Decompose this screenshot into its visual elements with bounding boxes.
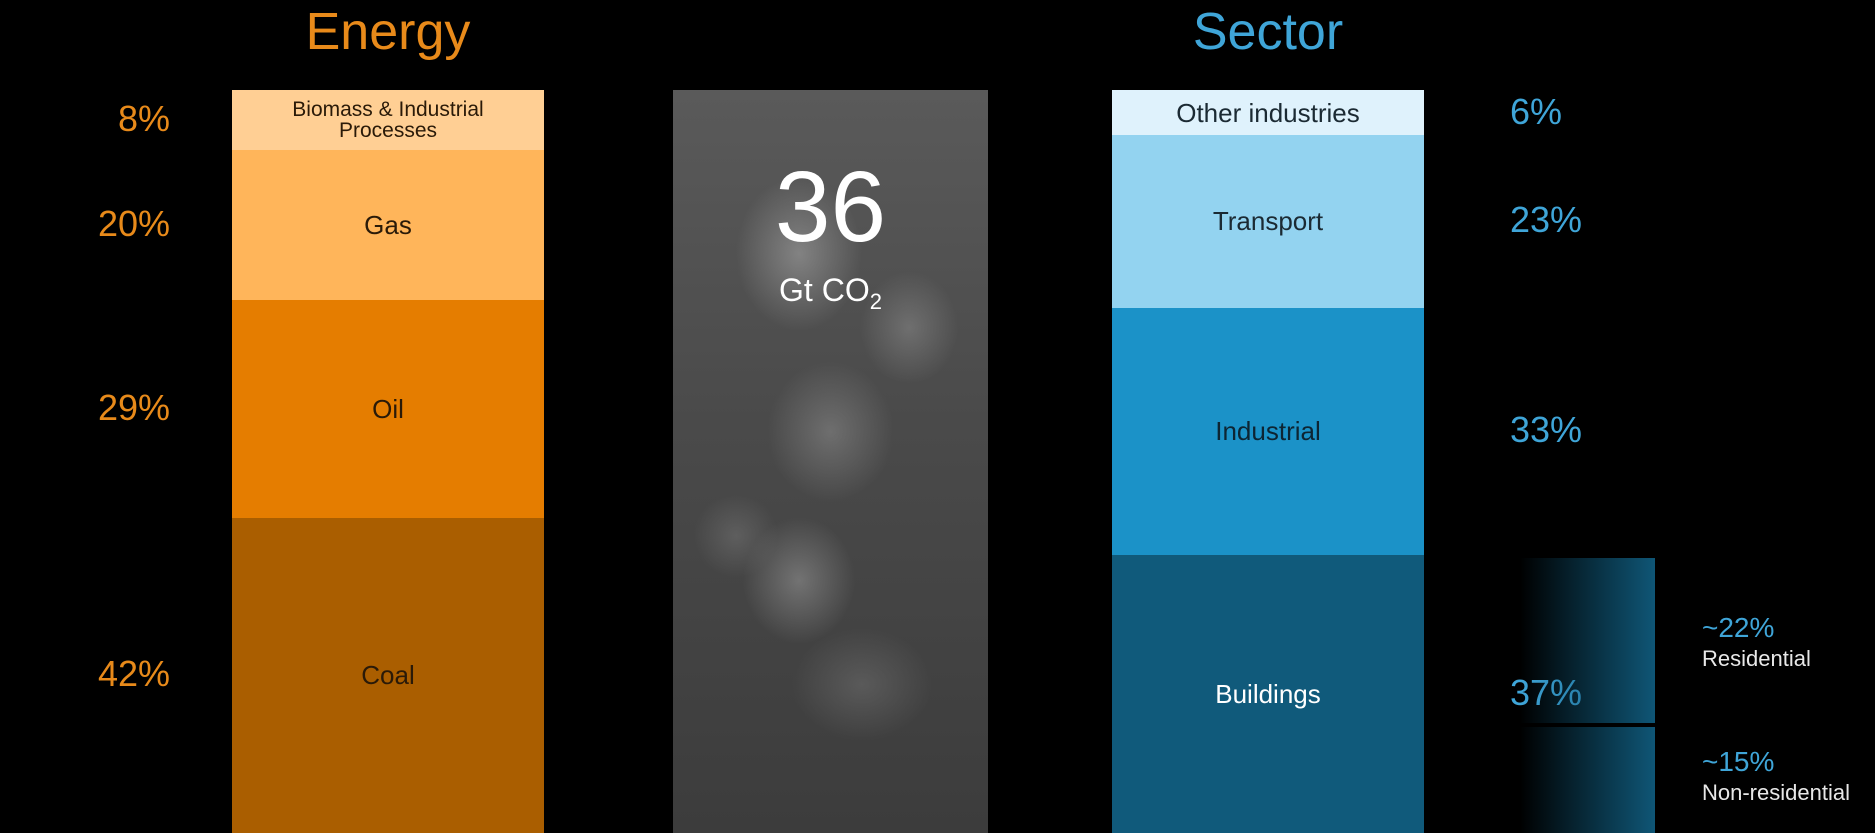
residential-percent: ~22% bbox=[1702, 612, 1775, 643]
residential-split-segment bbox=[1520, 558, 1655, 723]
non-residential-split-segment bbox=[1520, 727, 1655, 833]
sector-segment-other-industries: Other industries bbox=[1112, 90, 1424, 136]
unit-prefix: Gt CO bbox=[779, 272, 870, 308]
sector-percent-label: 23% bbox=[1510, 199, 1583, 241]
energy-segment-label: Biomass & Industrial Processes bbox=[292, 98, 484, 143]
energy-segment-label: Oil bbox=[372, 393, 404, 424]
non-residential-split-label: ~15% Non-residential bbox=[1702, 746, 1850, 806]
energy-segment-oil: Oil bbox=[232, 300, 544, 518]
sector-percent-label: 33% bbox=[1510, 409, 1583, 451]
energy-percent-label: 42% bbox=[97, 653, 170, 695]
sector-segment-transport: Transport bbox=[1112, 135, 1424, 308]
co2-smoke-panel: 36 Gt CO2 bbox=[673, 90, 988, 833]
total-emissions-unit: Gt CO2 bbox=[673, 272, 988, 315]
sector-segment-buildings: Buildings bbox=[1112, 555, 1424, 833]
energy-stacked-bar: Biomass & Industrial Processes Gas Oil Coal bbox=[232, 90, 544, 833]
energy-percent-label: 29% bbox=[97, 386, 170, 428]
sector-segment-label: Industrial bbox=[1215, 416, 1321, 447]
sector-title: Sector bbox=[1192, 3, 1344, 61]
energy-segment-coal: Coal bbox=[232, 517, 544, 833]
sector-segment-label: Buildings bbox=[1215, 679, 1321, 710]
sector-percent-label: 6% bbox=[1510, 90, 1563, 132]
sector-stacked-bar: Other industries Transport Industrial Build… bbox=[1112, 90, 1424, 833]
sector-segment-label: Transport bbox=[1212, 206, 1324, 237]
total-emissions-value: 36 bbox=[774, 151, 887, 263]
energy-percent-label: 20% bbox=[97, 203, 170, 245]
energy-segment-biomass-industrial-processes: Biomass & Industrial Processes bbox=[232, 90, 544, 151]
sector-segment-industrial: Industrial bbox=[1112, 307, 1424, 556]
energy-segment-label: Coal bbox=[361, 660, 415, 691]
energy-title: Energy bbox=[305, 3, 471, 61]
non-residential-name: Non-residential bbox=[1702, 780, 1850, 805]
energy-segment-gas: Gas bbox=[232, 150, 544, 301]
residential-name: Residential bbox=[1702, 646, 1811, 671]
residential-split-label: ~22% Residential bbox=[1702, 612, 1811, 672]
non-residential-percent: ~15% bbox=[1702, 746, 1775, 777]
energy-percent-label: 8% bbox=[117, 98, 170, 140]
unit-subscript: 2 bbox=[869, 289, 882, 314]
sector-segment-label: Other industries bbox=[1176, 97, 1360, 128]
buildings-split-bar bbox=[1520, 558, 1655, 833]
energy-segment-label: Gas bbox=[364, 210, 412, 241]
